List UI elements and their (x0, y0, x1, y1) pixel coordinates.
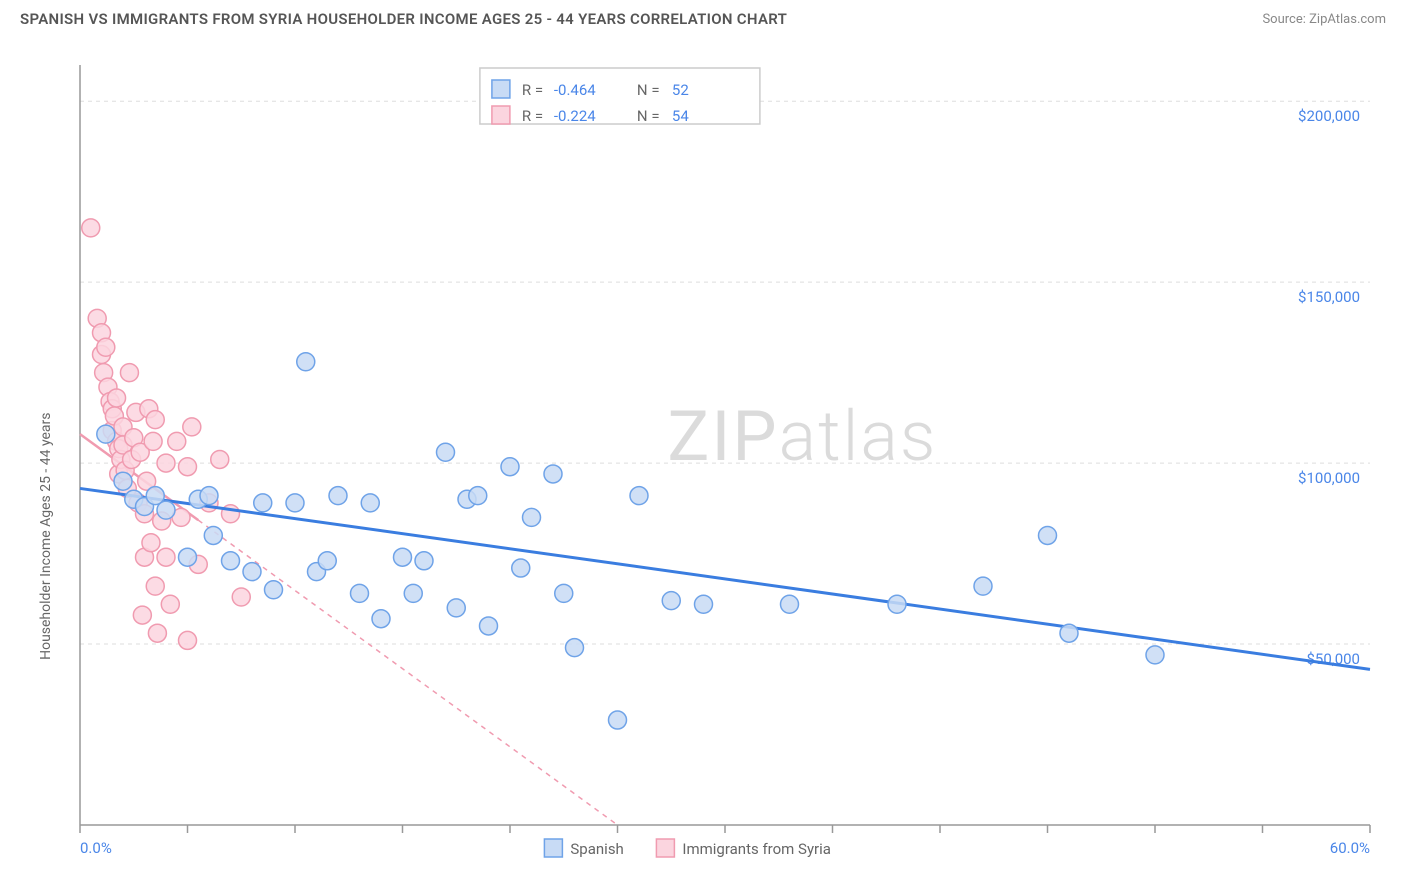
data-point (146, 411, 164, 429)
data-point (695, 595, 713, 613)
data-point (254, 494, 272, 512)
data-point (142, 534, 160, 552)
data-point (544, 465, 562, 483)
data-point (888, 595, 906, 613)
data-point (179, 631, 197, 649)
data-point (447, 599, 465, 617)
data-point (108, 389, 126, 407)
data-point (351, 584, 369, 602)
page-title: SPANISH VS IMMIGRANTS FROM SYRIA HOUSEHO… (20, 10, 787, 28)
data-point (437, 443, 455, 461)
data-point (157, 548, 175, 566)
trend-line-extrapolated (198, 520, 617, 825)
data-point (501, 458, 519, 476)
data-point (1146, 646, 1164, 664)
y-tick-label: $200,000 (1298, 107, 1360, 125)
data-point (480, 617, 498, 635)
data-point (148, 624, 166, 642)
data-point (144, 432, 162, 450)
data-point (146, 577, 164, 595)
source-link[interactable]: ZipAtlas.com (1309, 12, 1386, 27)
legend-label: Immigrants from Syria (682, 840, 831, 858)
correlation-chart: $50,000$100,000$150,000$200,0000.0%60.0%… (20, 40, 1386, 870)
data-point (415, 552, 433, 570)
legend-label: Spanish (570, 840, 623, 858)
data-point (82, 219, 100, 237)
data-point (1060, 624, 1078, 642)
data-point (372, 610, 390, 628)
legend-swatch (656, 839, 674, 857)
trend-line (80, 488, 1370, 669)
data-point (329, 487, 347, 505)
data-point (222, 552, 240, 570)
data-point (179, 458, 197, 476)
source-label: Source: (1262, 12, 1305, 27)
data-point (204, 526, 222, 544)
data-point (120, 364, 138, 382)
data-point (662, 592, 680, 610)
data-point (394, 548, 412, 566)
data-point (183, 418, 201, 436)
data-point (286, 494, 304, 512)
y-axis-label: Householder Income Ages 25 - 44 years (38, 412, 54, 659)
legend-swatch (544, 839, 562, 857)
data-point (97, 425, 115, 443)
data-point (609, 711, 627, 729)
data-point (133, 606, 151, 624)
data-point (523, 508, 541, 526)
svg-text:N =: N = (637, 107, 660, 125)
data-point (114, 472, 132, 490)
data-point (318, 552, 336, 570)
data-point (974, 577, 992, 595)
data-point (179, 548, 197, 566)
watermark: ZIPatlas (667, 396, 937, 478)
svg-text:-0.464: -0.464 (554, 81, 596, 99)
data-point (630, 487, 648, 505)
y-tick-label: $100,000 (1298, 469, 1360, 487)
data-point (157, 501, 175, 519)
x-max-label: 60.0% (1330, 839, 1370, 857)
data-point (265, 581, 283, 599)
data-point (97, 338, 115, 356)
svg-text:R =: R = (522, 81, 543, 99)
svg-text:52: 52 (672, 81, 689, 99)
data-point (555, 584, 573, 602)
legend-swatch (492, 80, 510, 98)
data-point (232, 588, 250, 606)
data-point (200, 487, 218, 505)
svg-text:R =: R = (522, 107, 543, 125)
x-min-label: 0.0% (80, 839, 112, 857)
data-point (1039, 526, 1057, 544)
y-tick-label: $150,000 (1298, 288, 1360, 306)
svg-text:N =: N = (637, 81, 660, 99)
data-point (512, 559, 530, 577)
data-point (297, 353, 315, 371)
svg-text:-0.224: -0.224 (554, 107, 596, 125)
series-legend: Spanish Immigrants from Syria (544, 839, 831, 858)
data-point (469, 487, 487, 505)
data-point (168, 432, 186, 450)
data-point (781, 595, 799, 613)
data-point (243, 563, 261, 581)
legend-swatch (492, 106, 510, 124)
data-point (157, 454, 175, 472)
data-point (566, 639, 584, 657)
data-point (211, 450, 229, 468)
source: Source: ZipAtlas.com (1262, 12, 1386, 27)
data-point (404, 584, 422, 602)
data-point (161, 595, 179, 613)
stats-legend: R = -0.464 N = 52 R = -0.224 N = 54 (480, 68, 760, 125)
data-point (361, 494, 379, 512)
svg-text:54: 54 (672, 107, 689, 125)
